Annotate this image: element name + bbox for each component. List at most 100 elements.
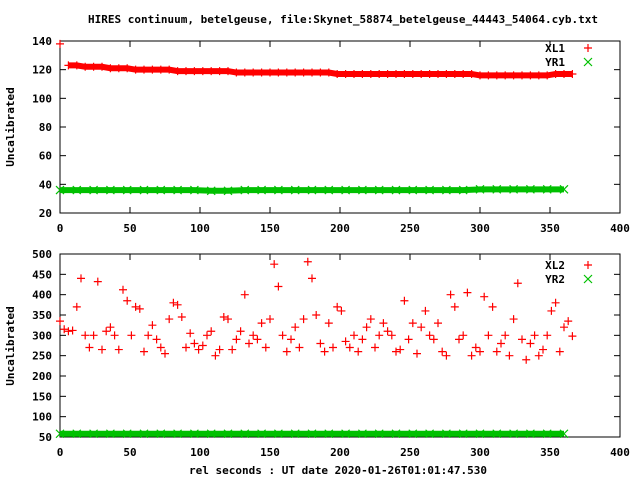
data-point [392, 69, 400, 78]
data-point [551, 69, 560, 78]
data-point [450, 302, 459, 311]
data-point [291, 323, 300, 332]
data-point [189, 429, 199, 439]
data-point [207, 67, 216, 76]
y-tick-label: 350 [32, 309, 52, 322]
data-point [350, 69, 358, 78]
data-point [458, 429, 468, 439]
x-tick-label: 250 [400, 222, 420, 235]
data-point [509, 71, 518, 80]
y-tick-label: 140 [32, 35, 52, 48]
x-tick-label: 150 [260, 446, 280, 459]
data-point [434, 319, 442, 328]
y-tick-label: 40 [39, 178, 52, 191]
data-point [282, 347, 291, 356]
data-point [337, 306, 346, 315]
data-point [307, 429, 317, 439]
data-point [484, 71, 493, 80]
series-yr2 [55, 429, 569, 439]
data-point [492, 429, 502, 439]
data-point [475, 429, 485, 439]
y-tick-label: 60 [39, 150, 52, 163]
data-point [383, 327, 392, 336]
data-point [320, 347, 329, 356]
data-point [542, 184, 552, 194]
data-point [273, 429, 283, 439]
data-point [206, 429, 216, 439]
data-point [223, 186, 233, 196]
data-point [539, 345, 547, 354]
data-point [139, 185, 149, 195]
data-point [534, 71, 543, 80]
x-tick-label: 100 [190, 222, 210, 235]
data-point [156, 185, 166, 195]
data-point [525, 184, 535, 194]
data-point [513, 279, 522, 288]
data-point [526, 71, 535, 80]
y-tick-label: 20 [39, 207, 52, 220]
data-point [119, 285, 127, 294]
data-point [56, 39, 64, 48]
data-point [89, 331, 98, 340]
data-point [55, 429, 65, 439]
data-point [471, 343, 480, 352]
y-tick-label: 300 [32, 329, 52, 342]
data-point [307, 185, 317, 195]
data-point [425, 429, 435, 439]
data-point [131, 302, 140, 311]
data-point [530, 331, 539, 340]
x-tick-label: 300 [470, 446, 490, 459]
data-point [257, 319, 266, 328]
data-point [467, 69, 476, 78]
data-point [224, 67, 232, 76]
data-point [417, 323, 426, 332]
data-point [93, 277, 102, 286]
data-point [123, 64, 132, 73]
data-point [228, 345, 237, 354]
data-point [299, 315, 308, 324]
data-point [341, 69, 350, 78]
data-point [362, 323, 371, 332]
legend-marker [583, 57, 593, 67]
legend-marker [584, 44, 592, 52]
data-point [438, 347, 447, 356]
data-point [374, 429, 384, 439]
data-point [408, 69, 417, 78]
data-point [345, 343, 354, 352]
x-tick-label: 50 [123, 222, 136, 235]
data-point [308, 274, 316, 283]
data-point [165, 65, 174, 74]
data-point [102, 327, 111, 336]
data-point [56, 317, 64, 326]
data-point [156, 343, 165, 352]
data-point [341, 337, 350, 346]
data-point [190, 339, 199, 348]
data-point [564, 317, 573, 326]
data-point [568, 69, 577, 78]
data-point [232, 68, 241, 77]
data-point [408, 319, 417, 328]
data-point [240, 68, 249, 77]
data-point [329, 343, 337, 352]
data-point [383, 69, 392, 78]
data-point [182, 343, 190, 352]
y-tick-label: 500 [32, 248, 52, 261]
data-point [290, 185, 300, 195]
data-point [509, 184, 519, 194]
data-point [400, 69, 409, 78]
series-yr1 [55, 184, 569, 196]
data-point [387, 331, 396, 340]
data-point [350, 331, 358, 340]
data-point [278, 331, 287, 340]
data-point [458, 185, 468, 195]
y-tick-label: 50 [39, 431, 52, 444]
data-point [72, 429, 82, 439]
data-point [165, 315, 174, 324]
y-axis-label: Uncalibrated [4, 87, 17, 166]
data-point [295, 343, 304, 352]
data-point [324, 68, 333, 77]
data-point [72, 185, 82, 195]
data-point [476, 71, 484, 80]
data-point [140, 65, 148, 74]
data-point [408, 429, 418, 439]
